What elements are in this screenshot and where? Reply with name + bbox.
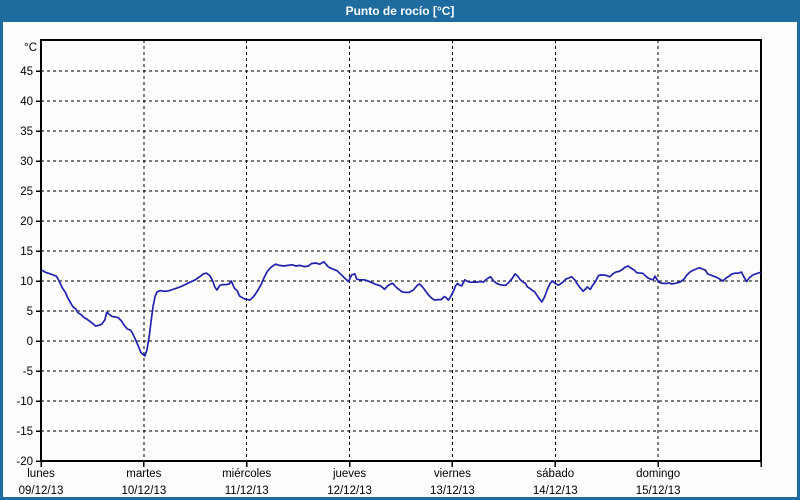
chart-title: Punto de rocío [°C] <box>345 4 455 18</box>
y-tick-label: 10 <box>20 276 33 288</box>
x-day-label: martes <box>126 468 161 480</box>
y-tick-label: 40 <box>20 96 33 108</box>
x-date-label: 14/12/13 <box>533 485 578 497</box>
x-day-label: sábado <box>536 468 574 480</box>
x-date-label: 09/12/13 <box>19 485 64 497</box>
x-day-label: lunes <box>27 468 55 480</box>
y-tick-label: 35 <box>20 126 33 138</box>
y-tick-label: 20 <box>20 216 33 228</box>
y-tick-label: -20 <box>16 456 33 468</box>
y-tick-label: -15 <box>16 426 33 438</box>
y-tick-label: 0 <box>27 336 33 348</box>
x-day-label: miércoles <box>222 468 271 480</box>
y-tick-label: 25 <box>20 186 33 198</box>
dew-point-line <box>41 260 761 357</box>
plot-border <box>40 39 762 462</box>
x-date-label: 10/12/13 <box>121 485 166 497</box>
y-tick-label: 30 <box>20 156 33 168</box>
x-day-label: jueves <box>332 468 366 480</box>
chart-title-bar: Punto de rocío [°C] <box>0 0 800 22</box>
x-date-label: 15/12/13 <box>636 485 681 497</box>
y-tick-label: 15 <box>20 246 33 258</box>
x-day-label: domingo <box>636 468 680 480</box>
y-tick-label: -5 <box>23 366 33 378</box>
y-tick-label: -10 <box>16 396 33 408</box>
x-date-label: 12/12/13 <box>327 485 372 497</box>
y-axis-unit-label: °C <box>24 42 37 54</box>
x-date-label: 11/12/13 <box>225 485 269 497</box>
x-date-label: 13/12/13 <box>430 485 475 497</box>
y-tick-label: 5 <box>27 306 33 318</box>
y-tick-label: 45 <box>20 66 33 78</box>
x-day-label: viernes <box>434 468 471 480</box>
